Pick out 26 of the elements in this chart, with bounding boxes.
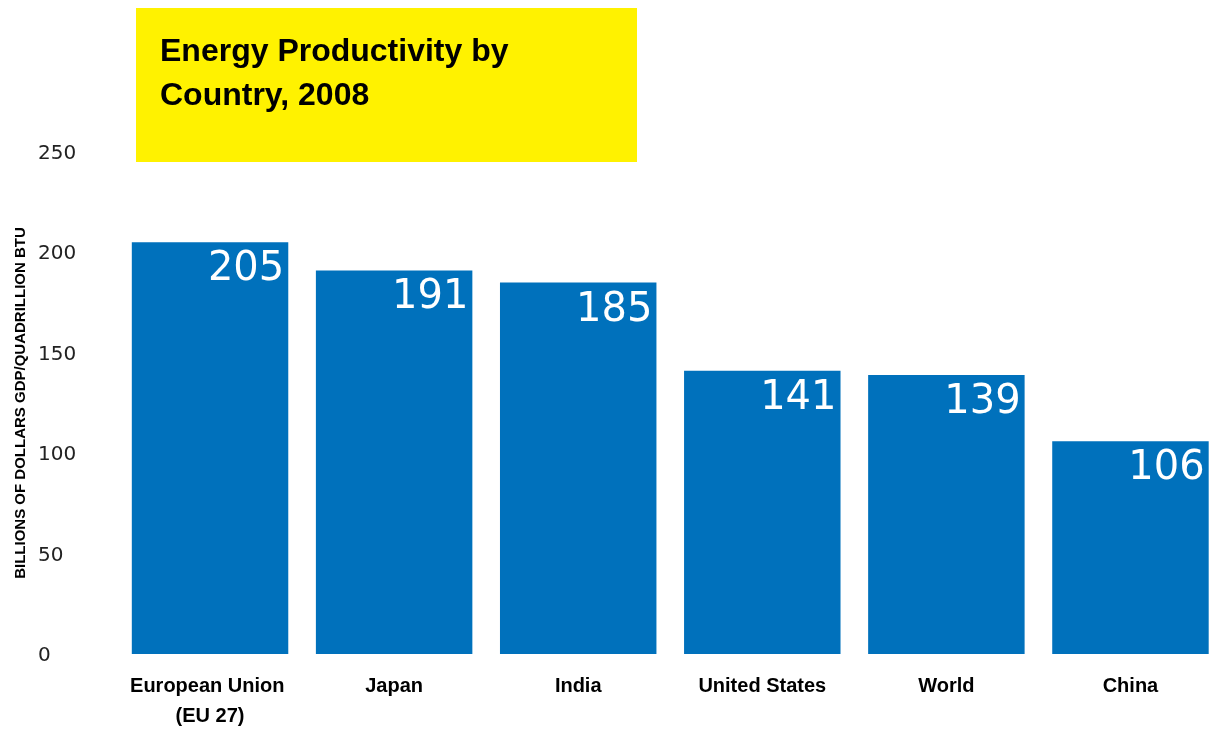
x-tick-label: United States xyxy=(698,674,827,696)
bar xyxy=(1052,441,1209,654)
data-label: 185 xyxy=(576,283,653,330)
data-label: 139 xyxy=(944,375,1021,422)
y-tick-label: 0 xyxy=(38,642,51,666)
x-tick-label: World xyxy=(918,674,975,696)
bar xyxy=(684,370,841,654)
data-label: 141 xyxy=(760,371,837,418)
chart-title: Energy Productivity by Country, 2008 xyxy=(160,31,510,114)
y-axis-title: BILLIONS OF DOLLARS GDP/QUADRILLION BTU xyxy=(11,227,29,579)
data-label: 106 xyxy=(1128,442,1205,489)
bar xyxy=(315,270,473,654)
y-tick-label: 200 xyxy=(38,240,77,265)
x-tick-label: China xyxy=(1102,674,1160,696)
data-label: 191 xyxy=(392,271,469,318)
data-label: 205 xyxy=(207,243,285,290)
bar xyxy=(499,282,657,654)
x-tick-label: Japan xyxy=(365,674,424,696)
y-tick-label: 50 xyxy=(38,541,64,566)
y-tick-label: 150 xyxy=(38,340,77,365)
x-tick-label: European Union (EU 27) xyxy=(130,674,291,726)
bar xyxy=(868,374,1025,654)
y-tick-label: 250 xyxy=(38,140,77,164)
y-tick-label: 100 xyxy=(38,441,77,466)
x-tick-label: India xyxy=(554,674,603,696)
bar xyxy=(131,242,289,654)
